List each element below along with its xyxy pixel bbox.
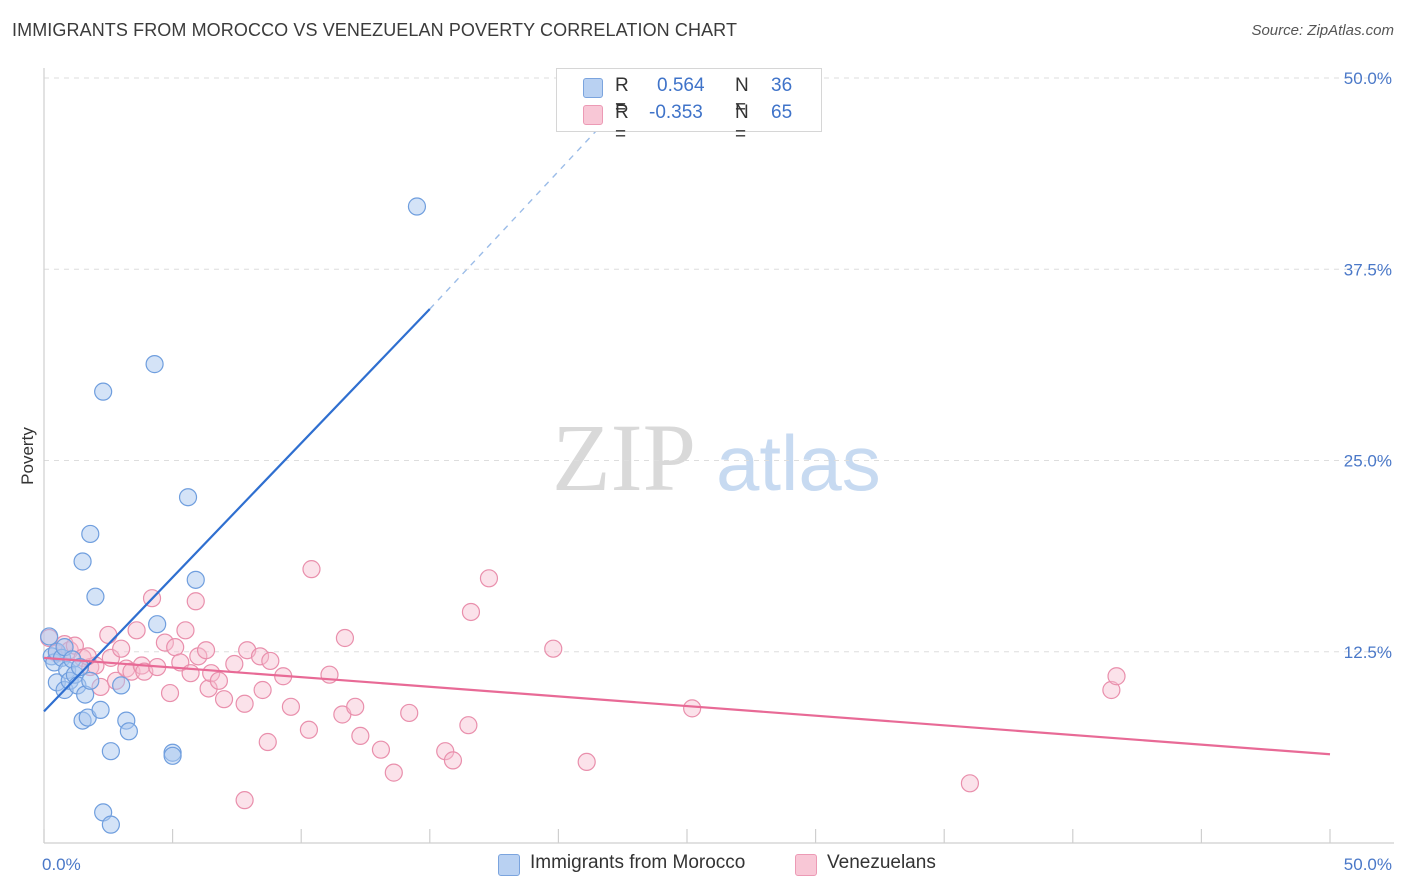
data-point-venezuelans xyxy=(683,699,702,718)
data-point-morocco xyxy=(178,488,198,507)
x-tick-label-max: 50.0% xyxy=(1344,855,1392,874)
data-point-morocco xyxy=(101,815,120,834)
data-point-morocco xyxy=(73,552,92,571)
data-point-venezuelans xyxy=(181,664,200,683)
data-point-venezuelans xyxy=(235,694,254,713)
data-point-morocco xyxy=(186,570,205,589)
data-point-morocco xyxy=(86,587,105,606)
data-point-venezuelans xyxy=(436,742,455,761)
data-point-venezuelans xyxy=(199,679,218,698)
data-point-morocco xyxy=(407,197,427,216)
data-point-morocco xyxy=(81,671,100,690)
legend-n-label: N = xyxy=(735,102,749,145)
data-point-morocco xyxy=(81,524,100,544)
data-point-venezuelans xyxy=(160,683,180,703)
legend-r-label: R = xyxy=(615,75,629,118)
data-point-venezuelans xyxy=(351,726,370,746)
trendline-morocco-extension xyxy=(429,115,611,310)
data-point-venezuelans xyxy=(1107,667,1126,686)
venezuelans-points xyxy=(40,560,1126,810)
x-tick-label-min: 0.0% xyxy=(42,855,81,874)
bottom-legend-swatch-blue xyxy=(498,854,520,876)
data-point-venezuelans xyxy=(479,569,499,588)
data-point-venezuelans xyxy=(299,720,319,739)
data-point-venezuelans xyxy=(960,774,980,793)
data-point-venezuelans xyxy=(400,703,419,723)
data-point-venezuelans xyxy=(166,638,185,657)
legend-r-value: -0.353 xyxy=(649,102,703,123)
data-point-venezuelans xyxy=(122,662,141,681)
data-point-venezuelans xyxy=(155,633,174,652)
y-tick-label: 12.5% xyxy=(1344,643,1392,662)
data-point-morocco xyxy=(70,657,90,677)
data-point-venezuelans xyxy=(384,763,403,782)
trend-lines xyxy=(43,115,1331,756)
data-point-morocco xyxy=(91,700,110,719)
y-tick-labels: 12.5% 25.0% 37.5% 50.0% xyxy=(1344,69,1392,662)
data-point-venezuelans xyxy=(281,697,301,716)
data-point-venezuelans xyxy=(214,690,234,709)
data-point-venezuelans xyxy=(371,740,391,759)
watermark-zip: ZIP xyxy=(552,404,696,511)
data-point-venezuelans xyxy=(186,592,205,611)
data-point-morocco xyxy=(163,746,182,765)
data-point-venezuelans xyxy=(1102,680,1121,700)
data-point-venezuelans xyxy=(258,732,277,752)
data-point-venezuelans xyxy=(577,752,596,772)
data-point-morocco xyxy=(40,627,59,646)
morocco-points xyxy=(40,197,427,834)
data-point-venezuelans xyxy=(253,680,272,700)
legend-n-value: 65 xyxy=(771,102,793,123)
data-point-venezuelans xyxy=(176,621,195,640)
watermark-atlas: atlas xyxy=(716,419,881,507)
legend-r-label: R = xyxy=(615,102,629,145)
data-point-venezuelans xyxy=(112,639,131,658)
legend-n-value: 36 xyxy=(771,75,793,96)
data-point-venezuelans xyxy=(443,751,463,770)
trendline-morocco xyxy=(43,308,431,713)
data-point-venezuelans xyxy=(127,621,146,640)
data-point-venezuelans xyxy=(196,641,216,660)
gridlines xyxy=(44,77,1394,653)
data-point-venezuelans xyxy=(225,654,244,674)
data-point-venezuelans xyxy=(202,664,221,683)
y-axis-label: Poverty xyxy=(18,427,37,485)
source-label: Source: ZipAtlas.com xyxy=(1251,22,1394,39)
bottom-legend-swatch-pink xyxy=(795,854,817,876)
chart-title: IMMIGRANTS FROM MOROCCO VS VENEZUELAN PO… xyxy=(12,20,738,40)
data-point-venezuelans xyxy=(544,639,563,658)
data-point-venezuelans xyxy=(459,716,478,735)
data-point-venezuelans xyxy=(302,560,321,579)
legend-n-label: N = xyxy=(735,75,749,118)
legend-swatch-pink xyxy=(583,105,603,125)
legend-swatch-blue xyxy=(583,78,603,98)
data-point-morocco xyxy=(101,742,120,761)
x-tick-marks xyxy=(43,829,1331,843)
y-tick-label: 25.0% xyxy=(1344,452,1392,471)
data-point-venezuelans xyxy=(235,791,254,810)
data-point-morocco xyxy=(148,615,167,634)
legend-r-value: 0.564 xyxy=(657,75,705,96)
data-point-venezuelans xyxy=(209,671,228,690)
y-tick-label: 50.0% xyxy=(1344,69,1392,88)
bottom-legend-label-venezuelans: Venezuelans xyxy=(827,852,936,873)
data-point-venezuelans xyxy=(346,697,365,716)
y-tick-label: 37.5% xyxy=(1344,260,1392,279)
data-point-venezuelans xyxy=(250,647,270,666)
data-point-morocco xyxy=(119,722,138,741)
data-point-venezuelans xyxy=(99,625,118,645)
bottom-legend-label-morocco: Immigrants from Morocco xyxy=(530,852,746,873)
data-point-venezuelans xyxy=(335,628,355,648)
correlation-legend: R = 0.564 N = 36 R = -0.353 N = 65 xyxy=(556,68,822,145)
data-point-morocco xyxy=(112,676,131,695)
data-point-morocco xyxy=(94,382,113,401)
data-point-morocco xyxy=(145,355,164,374)
data-point-venezuelans xyxy=(261,651,280,671)
data-point-venezuelans xyxy=(461,602,481,622)
trendline-venezuelans xyxy=(43,656,1331,756)
